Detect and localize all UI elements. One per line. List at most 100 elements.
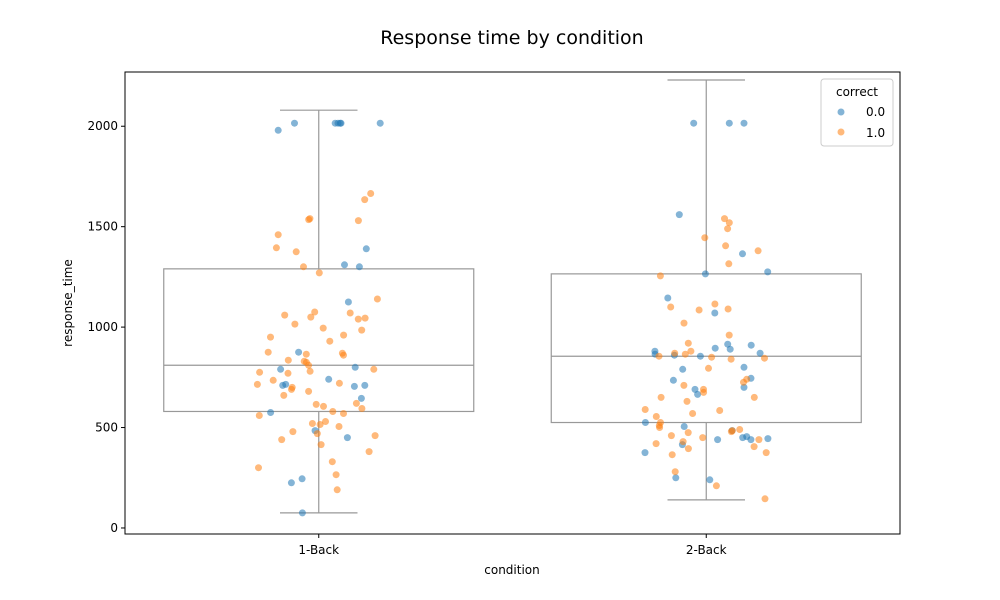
data-point [705, 364, 712, 372]
data-point [367, 190, 375, 197]
data-point [740, 383, 748, 391]
data-point [716, 407, 724, 414]
data-point [281, 311, 289, 319]
x-tick-label: 2-Back [686, 543, 727, 557]
data-point [289, 428, 297, 436]
data-point [764, 268, 772, 276]
data-point [754, 247, 762, 255]
data-point [672, 474, 680, 482]
data-point [253, 380, 261, 388]
data-point [302, 350, 310, 358]
data-point [306, 367, 314, 375]
data-point [680, 319, 688, 327]
data-point [726, 345, 734, 353]
legend-label-1: 1.0 [866, 126, 885, 140]
data-point [351, 363, 359, 371]
data-point [695, 306, 703, 314]
data-point [272, 244, 280, 252]
data-point [269, 376, 277, 384]
data-point [656, 272, 664, 280]
data-point [346, 309, 354, 317]
box-iqr [163, 268, 475, 413]
x-axis: 1-Back 2-Back [298, 534, 727, 557]
data-point [340, 410, 347, 417]
data-point [750, 393, 758, 401]
strip-1-Back-correct-1.0 [253, 190, 381, 494]
data-point [354, 315, 362, 323]
data-point [335, 423, 343, 430]
data-point [278, 436, 286, 444]
data-point [724, 305, 732, 313]
data-point [287, 479, 295, 487]
y-tick-label: 1000 [87, 320, 118, 334]
data-point [761, 354, 768, 362]
data-point [328, 458, 336, 466]
data-point [319, 324, 327, 332]
data-point [739, 434, 747, 442]
y-tick-label: 500 [95, 421, 118, 435]
data-point [274, 126, 282, 134]
data-point [652, 440, 660, 448]
data-point [333, 486, 341, 494]
data-point [706, 476, 714, 484]
legend: correct 0.0 1.0 [820, 78, 894, 147]
data-point [284, 356, 292, 364]
data-point [684, 445, 692, 453]
data-point [764, 435, 772, 443]
data-point [361, 196, 369, 204]
data-point [361, 381, 369, 389]
data-point [701, 234, 709, 242]
data-point [361, 314, 369, 322]
data-point [694, 390, 702, 398]
data-point [681, 350, 689, 358]
data-point [727, 355, 735, 363]
data-point [671, 468, 679, 476]
data-point [340, 351, 347, 359]
data-point [701, 270, 709, 278]
y-tick-label: 0 [110, 521, 118, 535]
data-point [274, 231, 282, 239]
data-point [652, 413, 660, 420]
data-point [354, 217, 362, 225]
data-point [714, 436, 722, 444]
data-point [365, 448, 373, 456]
axes-frame [124, 71, 901, 535]
strip-2-Back-correct-1.0 [641, 215, 770, 503]
data-point [322, 418, 329, 425]
data-point [667, 303, 675, 311]
x-axis-label: condition [484, 563, 539, 577]
strip-2-Back-correct-0.0 [641, 119, 772, 484]
data-point [267, 409, 275, 416]
y-tick-label: 2000 [87, 119, 118, 133]
data-point [325, 375, 333, 383]
data-point [721, 215, 728, 223]
data-point [376, 119, 384, 127]
data-point [316, 421, 324, 428]
data-point [317, 441, 325, 449]
data-point [656, 424, 664, 431]
data-point [355, 263, 363, 271]
x-tick-label: 1-Back [298, 543, 339, 557]
data-point [350, 382, 358, 390]
data-point [725, 331, 733, 339]
data-point [689, 410, 697, 417]
data-point [725, 219, 733, 227]
data-point [288, 385, 295, 393]
data-point [331, 119, 339, 127]
box-2-Back [550, 79, 862, 501]
legend-swatch-0 [837, 108, 845, 116]
data-point [341, 261, 348, 269]
data-point [727, 428, 735, 436]
data-point [267, 333, 274, 341]
data-point [755, 436, 763, 444]
data-point [739, 250, 746, 258]
data-point [699, 434, 707, 442]
data-point [358, 405, 366, 412]
data-point [332, 471, 340, 479]
data-point [696, 352, 704, 360]
data-point [336, 119, 344, 127]
data-point [305, 361, 313, 369]
data-point [370, 365, 378, 373]
data-point [255, 412, 263, 419]
data-point [641, 419, 649, 426]
